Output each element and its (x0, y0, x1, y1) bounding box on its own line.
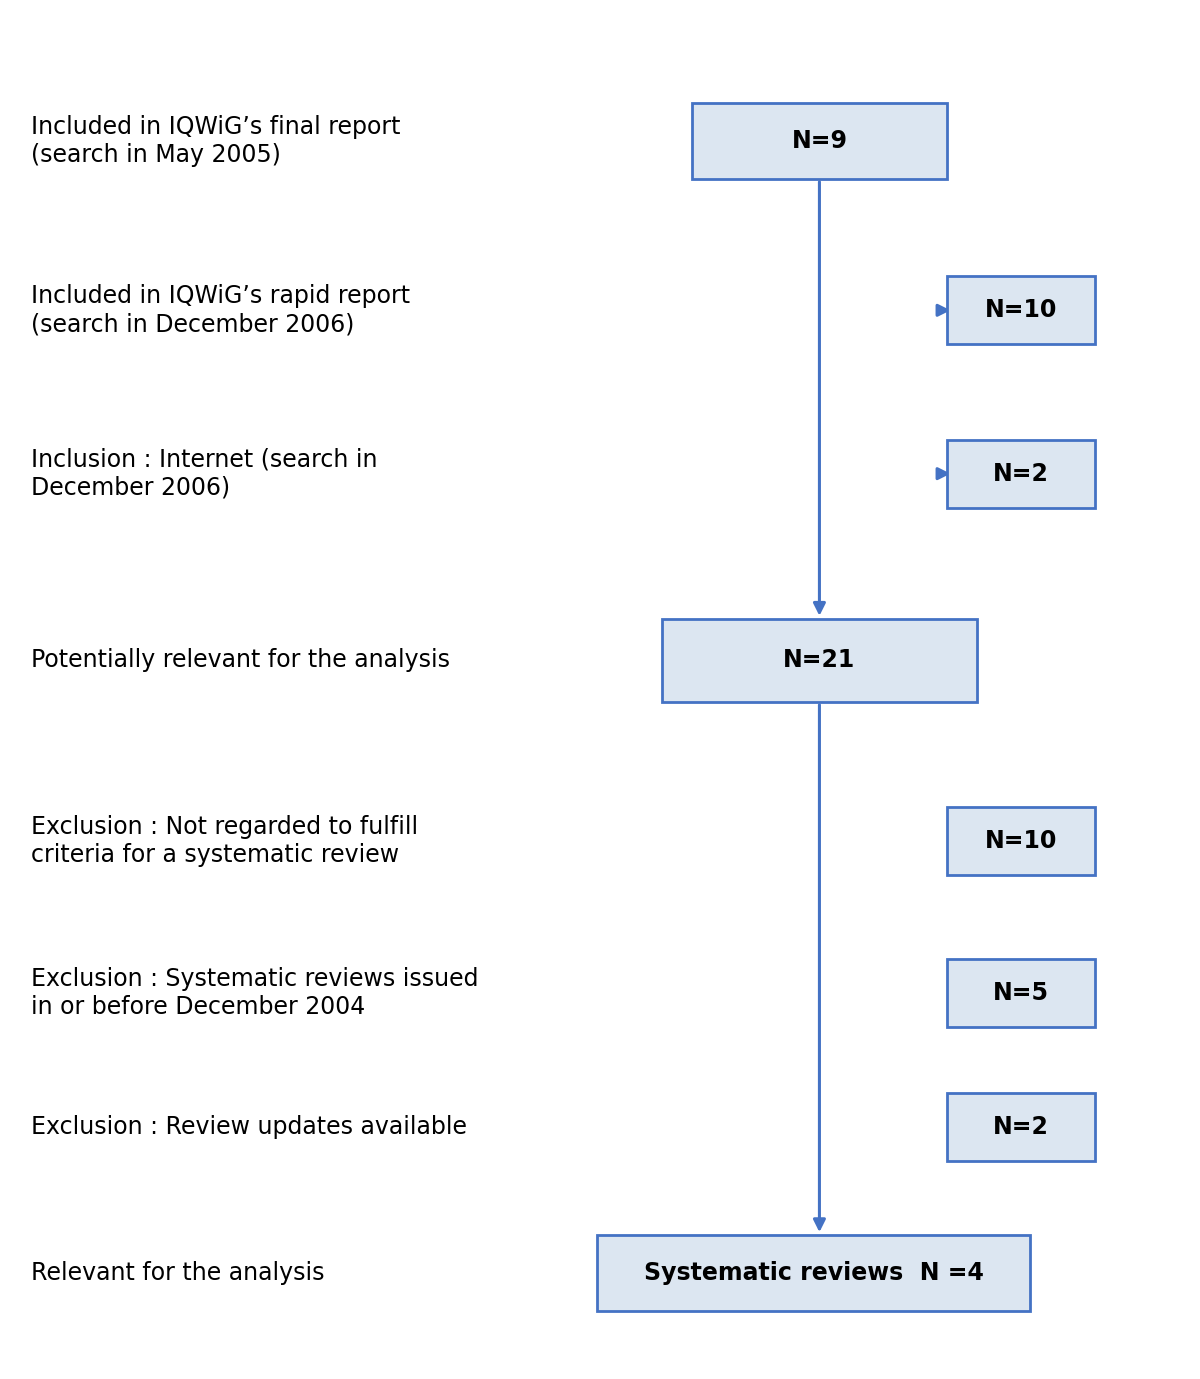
FancyBboxPatch shape (947, 1094, 1096, 1161)
FancyBboxPatch shape (947, 440, 1096, 507)
Text: Relevant for the analysis: Relevant for the analysis (31, 1260, 324, 1285)
FancyBboxPatch shape (692, 103, 947, 179)
Text: Exclusion : Systematic reviews issued
in or before December 2004: Exclusion : Systematic reviews issued in… (31, 967, 478, 1019)
Text: N=10: N=10 (985, 829, 1057, 854)
Text: N=5: N=5 (994, 980, 1049, 1005)
FancyBboxPatch shape (947, 276, 1096, 345)
Text: Inclusion : Internet (search in
December 2006): Inclusion : Internet (search in December… (31, 448, 377, 499)
Text: N=21: N=21 (784, 648, 856, 673)
Text: N=2: N=2 (994, 1116, 1049, 1139)
Text: Exclusion : Review updates available: Exclusion : Review updates available (31, 1116, 467, 1139)
Text: N=10: N=10 (985, 298, 1057, 323)
Text: Included in IQWiG’s final report
(search in May 2005): Included in IQWiG’s final report (search… (31, 116, 400, 167)
FancyBboxPatch shape (598, 1236, 1030, 1311)
Text: Systematic reviews  N =4: Systematic reviews N =4 (643, 1260, 984, 1285)
Text: Potentially relevant for the analysis: Potentially relevant for the analysis (31, 648, 450, 673)
Text: Included in IQWiG’s rapid report
(search in December 2006): Included in IQWiG’s rapid report (search… (31, 284, 409, 336)
FancyBboxPatch shape (662, 619, 977, 702)
Text: N=9: N=9 (792, 130, 847, 153)
FancyBboxPatch shape (947, 958, 1096, 1027)
Text: Exclusion : Not regarded to fulfill
criteria for a systematic review: Exclusion : Not regarded to fulfill crit… (31, 815, 418, 867)
FancyBboxPatch shape (947, 807, 1096, 876)
Text: N=2: N=2 (994, 462, 1049, 485)
